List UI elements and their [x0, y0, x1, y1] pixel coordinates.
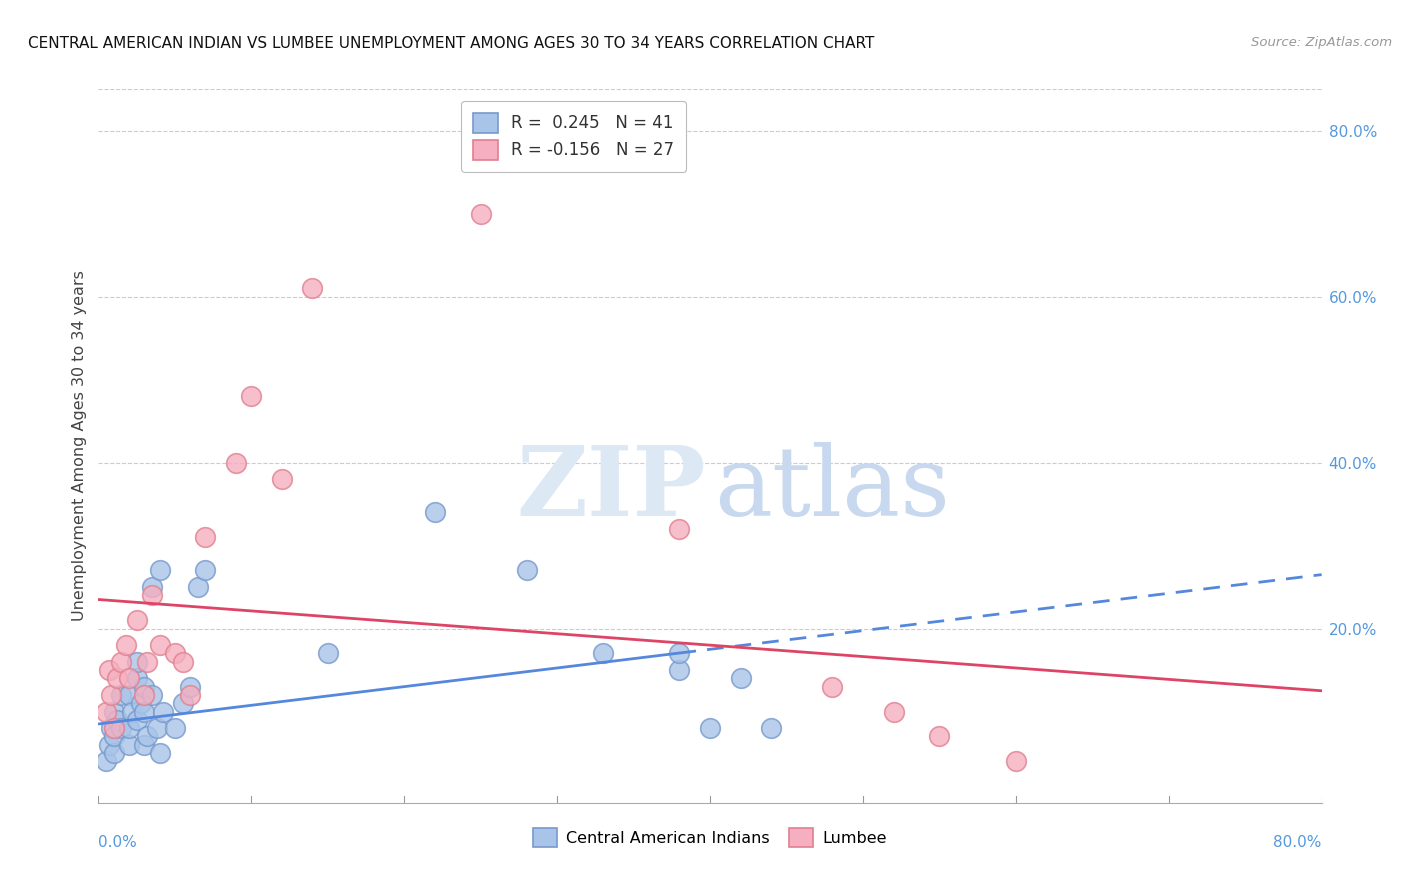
Point: [110, 721, 132, 735]
Point: [821, 680, 844, 694]
Y-axis label: Unemployment Among Ages 30 to 34 years: Unemployment Among Ages 30 to 34 years: [72, 270, 87, 622]
Point: [115, 638, 138, 652]
Point: [98, 663, 121, 677]
Point: [125, 713, 148, 727]
Point: [316, 647, 339, 661]
Point: [149, 746, 172, 760]
Point: [118, 688, 141, 702]
Point: [668, 647, 690, 661]
Point: [100, 688, 122, 702]
Text: 80.0%: 80.0%: [1274, 835, 1322, 850]
Point: [883, 705, 905, 719]
Text: CENTRAL AMERICAN INDIAN VS LUMBEE UNEMPLOYMENT AMONG AGES 30 TO 34 YEARS CORRELA: CENTRAL AMERICAN INDIAN VS LUMBEE UNEMPL…: [28, 36, 875, 51]
Point: [152, 705, 174, 719]
Point: [149, 638, 172, 652]
Point: [179, 688, 201, 702]
Point: [94, 754, 117, 768]
Point: [270, 472, 292, 486]
Point: [125, 613, 148, 627]
Point: [172, 696, 194, 710]
Point: [423, 505, 446, 519]
Point: [240, 389, 263, 403]
Point: [470, 207, 492, 221]
Point: [103, 730, 125, 744]
Point: [194, 564, 217, 578]
Point: [668, 522, 690, 536]
Point: [141, 588, 163, 602]
Point: [118, 671, 141, 685]
Point: [668, 663, 690, 677]
Point: [163, 721, 186, 735]
Point: [110, 688, 132, 702]
Point: [141, 580, 163, 594]
Point: [179, 680, 201, 694]
Point: [928, 730, 950, 744]
Text: ZIP: ZIP: [517, 442, 706, 536]
Text: Source: ZipAtlas.com: Source: ZipAtlas.com: [1251, 36, 1392, 49]
Point: [134, 705, 156, 719]
Point: [125, 671, 148, 685]
Point: [125, 655, 148, 669]
Text: atlas: atlas: [714, 442, 949, 536]
Point: [134, 738, 156, 752]
Point: [94, 705, 117, 719]
Point: [105, 671, 128, 685]
Point: [194, 530, 217, 544]
Point: [134, 688, 156, 702]
Point: [121, 705, 143, 719]
Point: [301, 281, 323, 295]
Point: [100, 721, 122, 735]
Point: [1004, 754, 1026, 768]
Point: [730, 671, 752, 685]
Point: [149, 564, 172, 578]
Point: [759, 721, 782, 735]
Point: [98, 738, 121, 752]
Point: [103, 746, 125, 760]
Point: [163, 647, 186, 661]
Point: [172, 655, 194, 669]
Point: [105, 713, 128, 727]
Point: [699, 721, 721, 735]
Point: [103, 721, 125, 735]
Point: [134, 680, 156, 694]
Point: [118, 738, 141, 752]
Point: [592, 647, 614, 661]
Point: [136, 730, 159, 744]
Point: [141, 688, 163, 702]
Point: [129, 696, 152, 710]
Point: [136, 655, 159, 669]
Point: [118, 721, 141, 735]
Legend: Central American Indians, Lumbee: Central American Indians, Lumbee: [524, 820, 896, 855]
Point: [225, 456, 247, 470]
Point: [187, 580, 209, 594]
Point: [110, 655, 132, 669]
Point: [516, 564, 538, 578]
Point: [103, 705, 125, 719]
Point: [145, 721, 167, 735]
Text: 0.0%: 0.0%: [98, 835, 138, 850]
